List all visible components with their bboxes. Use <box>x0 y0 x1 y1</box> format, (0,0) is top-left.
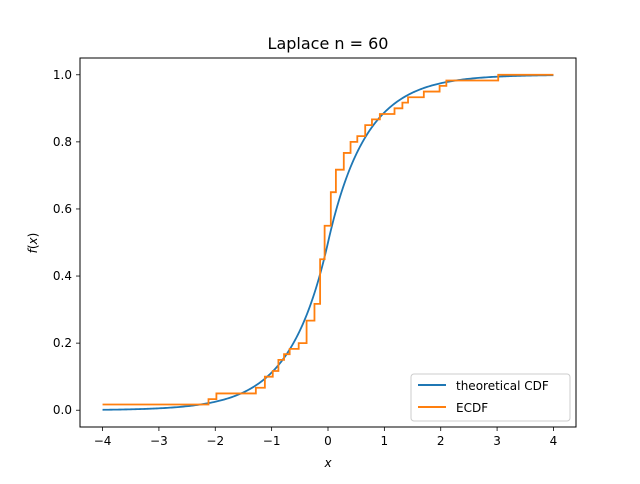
y-axis-ticks: 0.0 0.2 0.4 0.6 0.8 1.0 <box>53 68 80 417</box>
legend-label-ecdf: ECDF <box>456 401 488 415</box>
x-tick-label: −3 <box>150 434 168 448</box>
x-tick-label: 1 <box>381 434 389 448</box>
y-tick-label: 0.0 <box>53 403 72 417</box>
chart-title: Laplace n = 60 <box>268 34 389 53</box>
y-tick-label: 0.2 <box>53 336 72 350</box>
x-tick-label: −4 <box>94 434 112 448</box>
legend: theoretical CDF ECDF <box>410 373 571 422</box>
x-tick-label: −1 <box>263 434 281 448</box>
x-tick-label: 3 <box>493 434 501 448</box>
y-axis-label: f(x) <box>26 233 40 254</box>
y-axis-label-open-paren: ( <box>26 244 40 249</box>
x-tick-label: 0 <box>324 434 332 448</box>
legend-box <box>410 373 571 422</box>
y-tick-label: 0.6 <box>53 202 72 216</box>
x-tick-label: −2 <box>206 434 224 448</box>
series-layer <box>102 73 554 411</box>
series-ecdf-line <box>102 73 554 406</box>
x-tick-label: 2 <box>437 434 445 448</box>
x-axis-label: x <box>323 456 332 470</box>
y-tick-label: 0.8 <box>53 135 72 149</box>
y-tick-label: 1.0 <box>53 68 72 82</box>
y-axis-label-arg: x <box>26 236 40 245</box>
legend-label-theoretical-cdf: theoretical CDF <box>456 379 549 393</box>
series-theoretical-cdf-line <box>102 74 554 411</box>
y-tick-label: 0.4 <box>53 269 72 283</box>
y-axis-label-func: f <box>26 247 40 253</box>
x-axis-ticks: −4 −3 −2 −1 0 1 2 3 4 <box>94 427 558 448</box>
x-tick-label: 4 <box>550 434 558 448</box>
y-axis-label-close-paren: ) <box>26 233 40 238</box>
